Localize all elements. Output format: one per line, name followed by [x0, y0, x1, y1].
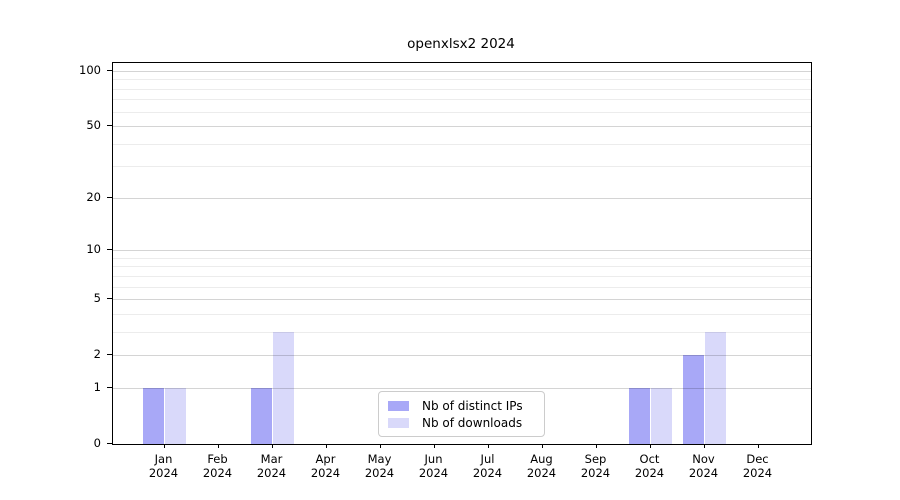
y-tick-label: 2 — [93, 347, 101, 362]
x-tick-mark — [163, 444, 165, 448]
month-label: Apr — [315, 452, 336, 466]
x-tick-label-aug: Aug 2024 — [502, 452, 582, 480]
x-tick-mark — [325, 444, 327, 448]
year-label: 2024 — [202, 465, 233, 480]
y-tick-mark — [107, 196, 112, 198]
x-tick-label-jul: Jul 2024 — [448, 452, 528, 480]
x-tick-mark — [379, 444, 381, 448]
bar-nov-downloads — [704, 331, 727, 444]
y-tick-label: 50 — [86, 118, 101, 133]
year-label: 2024 — [742, 465, 773, 480]
month-label: May — [367, 452, 392, 466]
month-label: Jul — [480, 452, 495, 466]
bar-mar-distinct-ips — [250, 387, 273, 444]
year-label: 2024 — [634, 465, 665, 480]
legend-row: Nb of distinct IPs — [388, 398, 535, 414]
x-tick-mark — [703, 444, 705, 448]
legend-label: Nb of distinct IPs — [422, 399, 523, 413]
y-tick-label: 20 — [86, 189, 101, 204]
x-tick-label-feb: Feb 2024 — [178, 452, 258, 480]
x-tick-label-jan: Jan 2024 — [124, 452, 204, 480]
bar-oct-downloads — [650, 387, 673, 444]
legend-swatch — [388, 418, 409, 428]
month-label: Nov — [692, 452, 715, 466]
month-label: Aug — [530, 452, 553, 466]
x-tick-mark — [595, 444, 597, 448]
year-label: 2024 — [580, 465, 611, 480]
y-tick-label: 1 — [93, 379, 101, 394]
legend-row: Nb of downloads — [388, 415, 535, 431]
y-tick-mark — [107, 443, 112, 444]
year-label: 2024 — [688, 465, 719, 480]
x-tick-mark — [757, 444, 759, 448]
plot-area — [112, 62, 812, 445]
x-tick-label-oct: Oct 2024 — [610, 452, 690, 480]
bars-layer — [113, 63, 811, 444]
year-label: 2024 — [418, 465, 449, 480]
x-tick-label-jun: Jun 2024 — [394, 452, 474, 480]
bar-jan-distinct-ips — [142, 387, 165, 444]
x-tick-mark — [487, 444, 489, 448]
y-tick-mark — [107, 125, 112, 127]
bar-nov-distinct-ips — [682, 355, 705, 444]
month-label: Jun — [424, 452, 443, 466]
year-label: 2024 — [472, 465, 503, 480]
legend-label: Nb of downloads — [422, 416, 523, 430]
month-label: Mar — [260, 452, 283, 466]
y-tick-label: 10 — [86, 242, 101, 257]
x-tick-mark — [433, 444, 435, 448]
month-label: Oct — [639, 452, 660, 466]
y-tick-mark — [107, 298, 112, 300]
bar-mar-downloads — [272, 331, 295, 444]
x-tick-label-mar: Mar 2024 — [232, 452, 312, 480]
year-label: 2024 — [256, 465, 287, 480]
chart-title: openxlsx2 2024 — [407, 36, 515, 52]
bar-oct-distinct-ips — [628, 387, 651, 444]
year-label: 2024 — [526, 465, 557, 480]
x-tick-mark — [271, 444, 273, 448]
x-tick-mark — [649, 444, 651, 448]
month-label: Feb — [207, 452, 228, 466]
y-tick-mark — [107, 354, 112, 356]
x-tick-label-may: May 2024 — [340, 452, 420, 480]
y-tick-mark — [107, 249, 112, 251]
x-tick-mark — [217, 444, 219, 448]
x-tick-label-nov: Nov 2024 — [664, 452, 744, 480]
y-tick-label: 0 — [93, 436, 101, 450]
y-tick-label: 5 — [93, 291, 101, 306]
y-tick-mark — [107, 70, 112, 71]
legend: Nb of distinct IPs Nb of downloads — [378, 391, 545, 437]
month-label: Dec — [746, 452, 769, 466]
year-label: 2024 — [364, 465, 395, 480]
legend-swatch — [388, 401, 409, 411]
y-tick-label: 100 — [79, 63, 101, 77]
year-label: 2024 — [310, 465, 341, 480]
month-label: Jan — [154, 452, 173, 466]
x-tick-label-dec: Dec 2024 — [718, 452, 798, 480]
month-label: Sep — [584, 452, 607, 466]
x-tick-mark — [541, 444, 543, 448]
bar-jan-downloads — [164, 387, 187, 444]
x-tick-label-apr: Apr 2024 — [286, 452, 366, 480]
y-tick-mark — [107, 386, 112, 388]
x-tick-label-sep: Sep 2024 — [556, 452, 636, 480]
year-label: 2024 — [148, 465, 179, 480]
